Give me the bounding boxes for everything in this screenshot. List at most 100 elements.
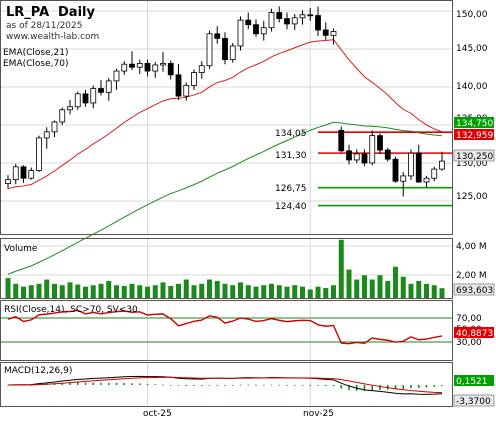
candle-body [144,63,151,72]
candle-body [415,152,422,183]
ema21-badge: 132,959 [456,131,493,141]
volume-bar [75,284,81,298]
price-tick: 125,00 [456,192,488,202]
rsi-title: RSI(Close,14), SC>70, SV<30 [4,305,138,315]
volume-bar [346,269,352,298]
macd-hist-bar [270,384,273,386]
macd-hist-bar [162,384,164,386]
macd-hist-bar [379,385,381,390]
candle-body [152,64,159,72]
macd-hist-bar [255,384,257,386]
macd-hist-bar [92,382,95,385]
volume-bar [431,285,437,298]
ema21-legend: EMA(Close,21) [3,48,68,58]
volume-bar [59,285,65,298]
signal-badge: -3,3700 [456,397,491,407]
macd-hist-bar [441,385,443,387]
macd-hist-bar [177,385,180,386]
candle-body [59,109,66,123]
close-badge: 130,250 [456,152,493,162]
candle-body [408,152,414,177]
candle-body [214,33,221,39]
macd-badge-bg [454,375,494,386]
candle-body [338,129,345,152]
candle-body [160,63,166,66]
macd-hist-bar [169,384,172,386]
volume-bar [214,280,220,298]
macd-title: MACD(12,26,9) [4,366,72,376]
volume-bar [245,285,251,298]
macd-hist-bar [61,382,64,385]
macd-hist-bar [123,383,126,385]
volume-bar [90,285,96,298]
macd-hist-bar [239,384,242,386]
macd-hist-bar [348,385,350,391]
macd-hist-bar [278,384,281,386]
volume-bar [393,266,398,298]
volume-badge: 693,603 [456,286,493,296]
candle-body [384,149,391,160]
volume-bar [13,283,19,298]
candle-body [136,63,143,68]
macd-hist-bar [317,385,319,386]
candle-body [400,175,407,182]
volume-bar [129,283,135,298]
volume-bar [191,285,197,298]
macd-hist-bar [208,385,211,386]
volume-tick: 2,00 M [456,271,487,281]
candle-body [322,29,329,36]
grid-lines [1,1,452,406]
candle-body [12,166,19,181]
candle-body [268,12,275,29]
macd-hist-bar [138,383,141,385]
candle-body [191,72,197,86]
volume-bar [222,283,228,298]
volume-bar [338,239,344,298]
candle-body [198,65,205,73]
candle-body [353,153,360,161]
candle-body [439,160,445,170]
candle-body [105,80,112,93]
volume-bar [137,285,143,298]
chart-title-symbol: LR_PA [6,5,49,20]
macd-hist-bar [224,385,226,386]
macd-hist-bar [410,385,412,389]
macd-hist-bar [394,385,397,390]
macd-hist-bar [340,385,343,389]
candle-body [346,150,352,161]
signal-badge-bg [453,394,495,407]
ema70-badge: 134,750 [456,119,493,129]
macd-hist-bar [185,385,188,387]
volume-bar [5,278,11,298]
volume-bar [207,279,212,298]
macd-hist-bar [69,382,71,385]
macd-signal-line [7,376,443,394]
volume-bar [362,275,367,298]
macd-hist-bar [107,382,110,385]
candle-body [20,166,27,179]
rsi-badge-bg [454,327,494,338]
candle-body [28,170,35,179]
level-label-126-75: 126,75 [275,184,307,194]
macd-hist-bar [371,385,374,391]
volume-bar [52,283,57,298]
x-label-nov: nov-25 [303,409,334,419]
volume-bar [67,282,73,298]
candle-body [5,179,11,184]
candle-body [260,27,267,35]
candle-body [121,63,128,72]
candle-body [392,158,399,182]
volume-tick: 4,00 M [456,242,487,252]
candle-body [229,45,236,61]
volume-bar [300,286,305,298]
candle-body [43,131,50,139]
volume-bar [183,279,189,298]
candle-body [245,19,252,26]
volume-bar [284,286,290,298]
candle-body [36,137,42,171]
macd-hist-bar [286,384,288,386]
volume-badge-bg [453,283,495,296]
ema21-line [7,39,443,190]
macd-hist-bar [417,385,420,388]
rsi-badge: 40,8873 [456,329,493,339]
